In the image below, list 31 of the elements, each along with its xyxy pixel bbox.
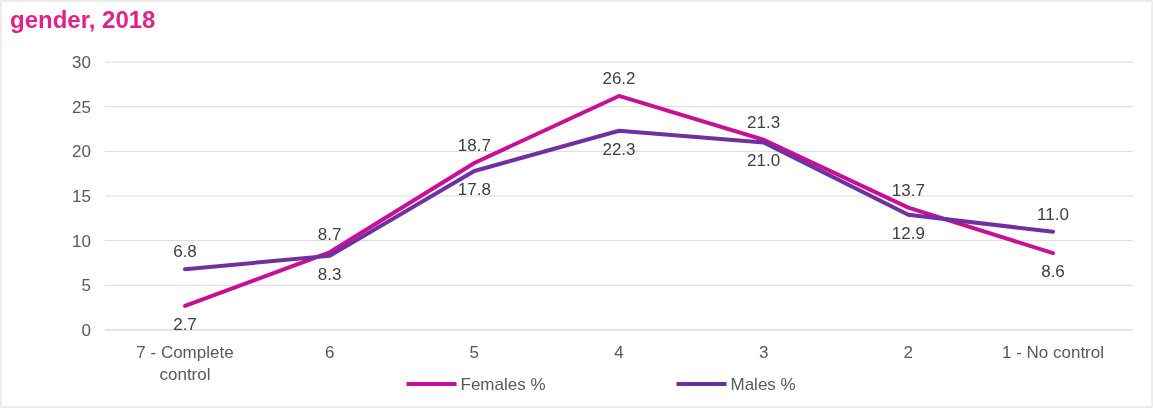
- y-tick-label: 10: [72, 231, 91, 251]
- x-tick-label: 7 - Complete control: [136, 343, 234, 384]
- data-label: 12.9: [891, 223, 925, 243]
- data-label: 8.6: [1041, 262, 1065, 282]
- data-label: 13.7: [891, 180, 925, 200]
- data-label: 17.8: [457, 179, 491, 199]
- y-tick-label: 5: [81, 276, 91, 296]
- data-label: 26.2: [602, 68, 636, 88]
- data-label: 11.0: [1037, 204, 1069, 224]
- x-tick-label: 1 - No control: [1001, 343, 1105, 362]
- y-tick-label: 20: [72, 142, 91, 162]
- x-tick-label: 6: [324, 343, 335, 362]
- x-tick-label: 2: [903, 343, 914, 362]
- data-label: 8.3: [317, 264, 342, 284]
- legend-label: Females %: [460, 375, 546, 394]
- data-label: 8.7: [317, 225, 342, 245]
- data-label: 21.3: [747, 112, 781, 132]
- y-tick-label: 0: [81, 321, 91, 340]
- data-label: 18.7: [457, 135, 491, 155]
- data-label: 6.8: [173, 242, 197, 262]
- x-tick-label: 4: [614, 343, 624, 362]
- x-tick-label: 5: [469, 343, 480, 362]
- x-tick-label: 3: [758, 343, 769, 362]
- data-label: 2.7: [173, 314, 197, 334]
- legend-label: Males %: [730, 375, 796, 394]
- y-tick-label: 25: [72, 97, 91, 117]
- y-tick-label: 30: [72, 53, 91, 72]
- y-tick-label: 15: [72, 187, 91, 206]
- data-label: 21.0: [747, 151, 781, 171]
- data-label: 22.3: [602, 139, 636, 159]
- chart-title: gender, 2018: [10, 6, 156, 33]
